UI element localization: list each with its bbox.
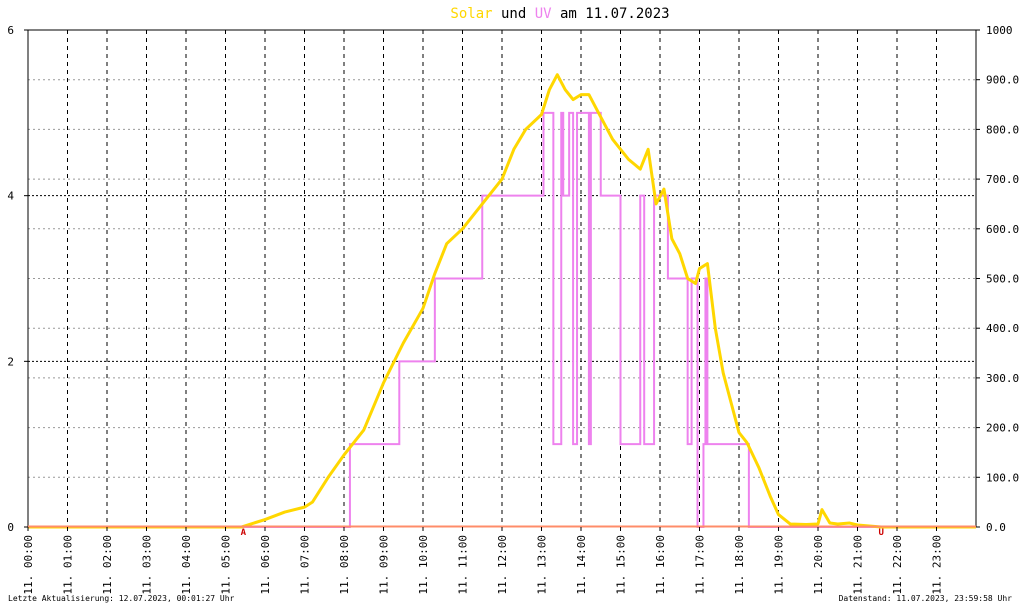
x-tick-label: 11. 04:00 bbox=[180, 535, 193, 595]
x-tick-label: 11. 10:00 bbox=[417, 535, 430, 595]
x-tick-label: 11. 21:00 bbox=[852, 535, 865, 595]
y-left-tick-label: 0 bbox=[7, 521, 14, 534]
y-right-tick-label: 100.0 bbox=[986, 471, 1019, 484]
x-tick-label: 11. 06:00 bbox=[259, 535, 272, 595]
x-axis: 11. 00:00 11. 01:00 11. 02:00 11. 03:00 11. … bbox=[22, 527, 944, 595]
y-axis-right: 0.0 100.0 200.0 300.0 400.0 500.0 600.0 700.0 80… bbox=[976, 24, 1019, 534]
x-tick-label: 11. 00:00 bbox=[22, 535, 35, 595]
y-right-tick-label: 200.0 bbox=[986, 422, 1019, 435]
grid bbox=[28, 30, 976, 527]
x-tick-label: 11. 11:00 bbox=[457, 535, 470, 595]
x-tick-label: 11. 19:00 bbox=[773, 535, 786, 595]
x-tick-label: 11. 16:00 bbox=[654, 535, 667, 595]
series-layer bbox=[28, 73, 976, 529]
y-right-tick-label: 800.0 bbox=[986, 123, 1019, 136]
y-axis-left: 0 2 4 6 bbox=[7, 24, 28, 534]
x-tick-label: 11. 05:00 bbox=[220, 535, 233, 595]
y-right-tick-label: 400.0 bbox=[986, 322, 1019, 335]
y-right-tick-label: 600.0 bbox=[986, 223, 1019, 236]
x-tick-label: 11. 15:00 bbox=[615, 535, 628, 595]
x-tick-label: 11. 08:00 bbox=[338, 535, 351, 595]
x-tick-label: 11. 17:00 bbox=[694, 535, 707, 595]
y-left-tick-label: 6 bbox=[7, 24, 14, 37]
solar-series-line bbox=[28, 73, 976, 529]
title-part-2: UV bbox=[526, 6, 552, 22]
y-right-tick-label: 300.0 bbox=[986, 372, 1019, 385]
x-tick-label: 11. 22:00 bbox=[891, 535, 904, 595]
y-right-tick-label: 700.0 bbox=[986, 173, 1019, 186]
x-tick-label: 11. 02:00 bbox=[101, 535, 114, 595]
title-part-0: Solar bbox=[450, 6, 492, 22]
y-left-tick-label: 4 bbox=[7, 190, 14, 203]
y-right-tick-label: 1000 bbox=[986, 24, 1013, 37]
x-tick-label: 11. 12:00 bbox=[496, 535, 509, 595]
marker-u: U bbox=[878, 528, 883, 538]
marker-a: A bbox=[241, 528, 247, 538]
x-tick-label: 11. 13:00 bbox=[536, 535, 549, 595]
x-tick-label: 11. 03:00 bbox=[141, 535, 154, 595]
x-tick-label: 11. 14:00 bbox=[575, 535, 588, 595]
y-right-tick-label: 0.0 bbox=[986, 521, 1006, 534]
x-tick-label: 11. 18:00 bbox=[733, 535, 746, 595]
footer-last-update: Letzte Aktualisierung: 12.07.2023, 00:01… bbox=[8, 594, 235, 603]
y-right-tick-label: 500.0 bbox=[986, 273, 1019, 286]
title-part-1: und bbox=[493, 6, 527, 22]
x-tick-label: 11. 01:00 bbox=[62, 535, 75, 595]
x-tick-label: 11. 09:00 bbox=[378, 535, 391, 595]
x-tick-label: 11. 07:00 bbox=[299, 535, 312, 595]
y-right-tick-label: 900.0 bbox=[986, 74, 1019, 87]
title-part-3: am 11.07.2023 bbox=[552, 6, 670, 22]
chart-title: Solar und UV am 11.07.2023 bbox=[450, 6, 669, 22]
footer-data-status: Datenstand: 11.07.2023, 23:59:58 Uhr bbox=[839, 594, 1013, 603]
x-tick-label: 11. 23:00 bbox=[931, 535, 944, 595]
x-tick-label: 11. 20:00 bbox=[812, 535, 825, 595]
y-left-tick-label: 2 bbox=[7, 355, 14, 368]
